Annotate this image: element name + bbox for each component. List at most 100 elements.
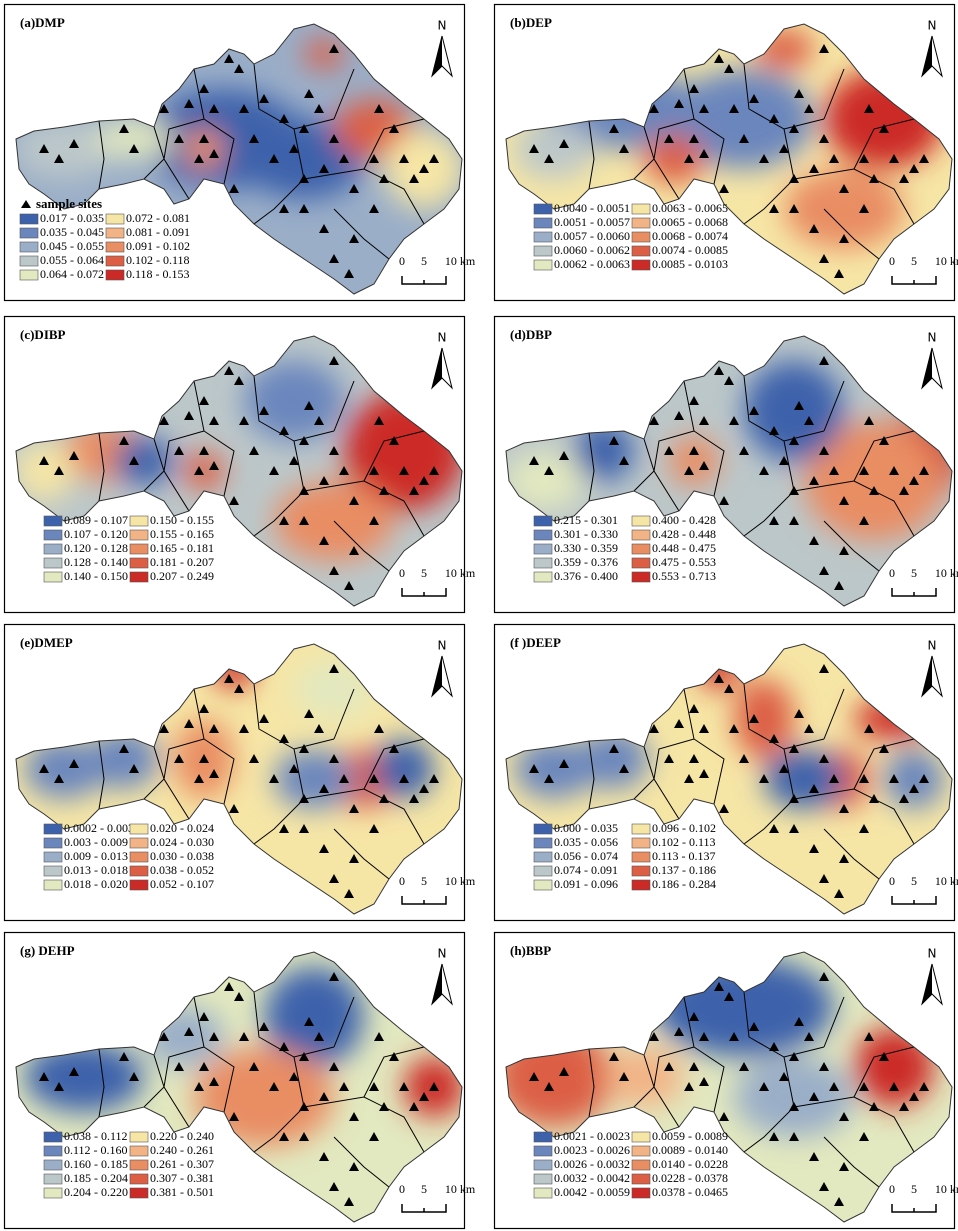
- sample-site: [304, 1017, 314, 1026]
- district-boundary: [253, 683, 335, 750]
- district-boundary: [853, 430, 915, 482]
- sample-site: [689, 396, 699, 405]
- sample-site: [224, 366, 234, 375]
- sample-site: [199, 704, 209, 713]
- legend-label: 0.074 - 0.091: [554, 863, 618, 877]
- sample-site: [684, 774, 694, 783]
- district-boundary: [253, 440, 305, 537]
- legend-swatch: [129, 865, 149, 877]
- sample-site: [759, 1082, 769, 1091]
- sample-site: [869, 794, 879, 803]
- sample-site: [159, 1032, 169, 1041]
- map-area: [15, 335, 463, 607]
- legend-swatch: [631, 217, 651, 229]
- legend-swatch: [631, 203, 651, 215]
- sample-site: [809, 784, 819, 793]
- sample-site: [299, 204, 309, 213]
- sample-site: [224, 674, 234, 683]
- legend-swatch: [533, 571, 553, 583]
- legend-label: 0.137 - 0.186: [652, 863, 716, 877]
- legend-swatch: [129, 1187, 149, 1199]
- sample-site: [184, 99, 194, 108]
- sample-site: [759, 466, 769, 475]
- legend-label: 0.185 - 0.204: [64, 1171, 128, 1185]
- sample-site: [859, 774, 869, 783]
- legend-swatch: [533, 879, 553, 891]
- legend-label: 0.0051 - 0.0057: [554, 215, 630, 229]
- scale-label: 5: [911, 566, 917, 580]
- sample-site: [909, 784, 919, 793]
- sample-site: [304, 401, 314, 410]
- sample-site: [809, 164, 819, 173]
- sample-site: [349, 1112, 359, 1121]
- sample-site: [769, 1132, 779, 1141]
- sample-site: [329, 754, 339, 763]
- district-boundary: [743, 128, 795, 225]
- surface-blob: [89, 729, 159, 789]
- scale-label: 10 km: [445, 874, 476, 888]
- district-boundary: [333, 208, 390, 260]
- legend-swatch: [19, 213, 39, 225]
- legend-label: 0.020 - 0.024: [150, 821, 214, 835]
- legend-swatch: [533, 865, 553, 877]
- sample-site: [39, 144, 49, 153]
- scale-label: 10 km: [935, 254, 958, 268]
- legend-swatch: [43, 1159, 63, 1171]
- sample-site: [239, 1032, 249, 1041]
- sample-site: [769, 426, 779, 435]
- surface-blob: [374, 739, 434, 799]
- legend-swatch: [43, 1187, 63, 1199]
- legend-label: 0.0002 - 0.003: [64, 821, 134, 835]
- legend-label: 0.376 - 0.400: [554, 569, 618, 583]
- sample-site: [229, 184, 239, 193]
- sample-site: [399, 774, 409, 783]
- legend-swatch: [631, 571, 651, 583]
- legend-label: 0.091 - 0.102: [126, 239, 190, 253]
- sample-site: [649, 1032, 659, 1041]
- sample-site: [329, 664, 339, 673]
- sample-site: [379, 174, 389, 183]
- sample-site: [199, 134, 209, 143]
- sample-site: [419, 784, 429, 793]
- sample-site: [869, 1102, 879, 1111]
- sample-site: [674, 719, 684, 728]
- district-boundary: [653, 430, 695, 512]
- sample-site: [199, 1012, 209, 1021]
- sample-site: [819, 754, 829, 763]
- region-outline: [15, 335, 463, 607]
- sample-site: [319, 1152, 329, 1161]
- district-boundary: [333, 520, 390, 572]
- sample-site: [809, 1092, 819, 1101]
- sample-site: [339, 774, 349, 783]
- legend-label: 0.081 - 0.091: [126, 225, 190, 239]
- sample-site: [724, 992, 734, 1001]
- legend-swatch: [533, 217, 553, 229]
- scale-label: 5: [911, 1182, 917, 1196]
- sample-site: [69, 759, 79, 768]
- map-area: [15, 23, 463, 295]
- legend-swatch: [43, 1173, 63, 1185]
- sample-site: [529, 144, 539, 153]
- sample-site: [889, 154, 899, 163]
- sample-site: [859, 466, 869, 475]
- sample-site: [699, 724, 709, 733]
- sample-site: [759, 154, 769, 163]
- sample-site: [289, 1072, 299, 1081]
- legend-label: 0.0060 - 0.0062: [554, 243, 630, 257]
- sample-site: [329, 134, 339, 143]
- sample-site: [719, 496, 729, 505]
- sample-site: [919, 774, 929, 783]
- sample-site: [779, 764, 789, 773]
- sample-site: [194, 466, 204, 475]
- surface-blob: [734, 1057, 854, 1137]
- region-base: [506, 952, 952, 1222]
- sample-site: [329, 972, 339, 981]
- sample-site: [279, 114, 289, 123]
- sample-site: [209, 769, 219, 778]
- sample-site: [369, 154, 379, 163]
- sample-site: [69, 1067, 79, 1076]
- sample-site: [804, 104, 814, 113]
- region-outline: [505, 643, 953, 915]
- surface-blob: [514, 119, 594, 179]
- sample-site: [199, 754, 209, 763]
